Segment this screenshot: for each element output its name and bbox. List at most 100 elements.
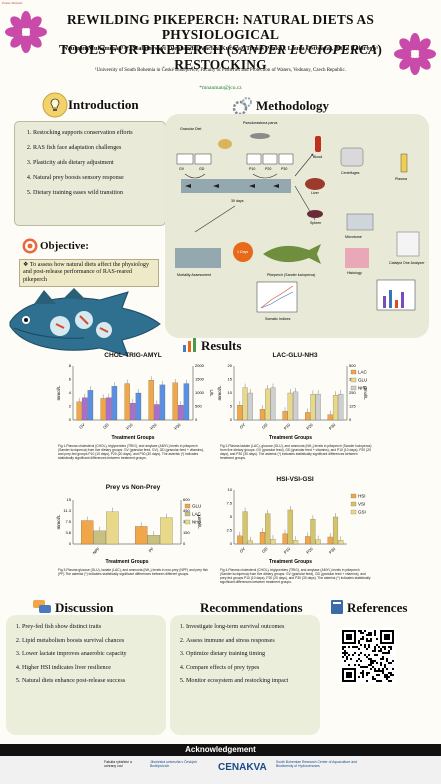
discussion-item: Prey-fed fish show distinct traits: [22, 621, 166, 635]
intro-item: RAS fish face adaptation challenges: [33, 141, 165, 156]
bar: [247, 392, 253, 421]
label-group-gv: GV: [179, 167, 185, 171]
label-group-p30: P30: [281, 167, 287, 171]
y-axis-label: mmol/L: [56, 514, 61, 529]
affiliation: ¹University of South Bohemia in České Bu…: [94, 68, 346, 73]
y-tick-label: 20: [228, 363, 233, 368]
x-tick-label: P30: [173, 422, 182, 431]
discussion-item: Lipid metabolism boosts survival chances: [22, 635, 166, 649]
x-tick-label: P10: [283, 422, 292, 431]
legend-label: HSI: [358, 494, 366, 499]
y-tick-label: 5: [230, 404, 233, 409]
bar: [310, 394, 316, 421]
bar: [293, 391, 299, 421]
chart-4-caption: Fig 4-Plasma cholesterol (CHOL), triglyc…: [220, 568, 371, 585]
discussion-item: Natural diets enhance post-release succe…: [22, 675, 166, 689]
y2-tick-label: 1500: [195, 377, 205, 382]
legend-label: LAC: [192, 512, 202, 517]
label-somatic: Somatic Indices: [265, 317, 291, 321]
x-tick-label: P10: [125, 422, 134, 431]
bar: [237, 405, 243, 421]
bullet-icon: ❖: [23, 262, 29, 268]
qr-code-icon[interactable]: [340, 628, 396, 684]
bar: [315, 393, 321, 421]
legend-swatch: [184, 503, 191, 509]
bar: [111, 386, 118, 421]
bar: [134, 526, 148, 545]
results-chart-icon: [183, 338, 196, 352]
bar: [259, 532, 265, 545]
y-tick-label: 11.3: [64, 508, 72, 513]
logo-research-center: South Bohemian Research Center of Aquacu…: [276, 760, 357, 768]
bar: [305, 536, 311, 545]
chart-1-title: CHOL-TRIG-AMYL: [104, 352, 162, 359]
email-link[interactable]: *mnauman@jcu.cz: [199, 85, 242, 91]
bar: [130, 403, 136, 421]
label-blood: Blood: [313, 155, 322, 159]
tanks-group: [176, 133, 294, 193]
legend-swatch: [350, 385, 357, 391]
recommendation-item: Investigate long-term survival outcomes: [186, 621, 320, 635]
corner-tag: Poster Abstract: [2, 1, 23, 5]
y2-tick-label: 500: [195, 404, 202, 409]
bar: [327, 414, 333, 421]
methodology-panel: Granular Diet Pseudorasbora parva GV GD …: [165, 114, 429, 338]
bar: [247, 540, 253, 545]
intro-item: Plasticity aids dietary adjustment: [33, 156, 165, 171]
y-tick-label: 0: [69, 417, 72, 422]
bar: [338, 393, 344, 421]
bar: [237, 535, 243, 545]
target-icon: [22, 238, 38, 254]
label-histology: Histology: [347, 271, 362, 275]
recommendations-panel: Investigate long-term survival outcomes …: [170, 615, 320, 735]
label-granular-diet: Granular Diet: [180, 127, 201, 131]
y-tick-label: 10: [228, 487, 233, 492]
legend-swatch: [350, 501, 357, 507]
y-tick-label: 0: [69, 541, 72, 546]
legend-swatch: [350, 493, 357, 499]
legend-label: GSI: [358, 510, 366, 515]
bar: [310, 519, 316, 545]
bar: [147, 535, 160, 545]
bar: [270, 539, 276, 545]
legend-swatch: [184, 519, 191, 525]
legend-label: GLU: [358, 378, 367, 383]
y2-tick-label: 0: [349, 417, 352, 422]
discussion-list: Prey-fed fish show distinct traits Lipid…: [6, 621, 166, 689]
objective-title: Objective:: [40, 240, 89, 252]
discussion-item: Higher HSI indicates liver resilience: [22, 662, 166, 676]
legend-swatch: [350, 509, 357, 515]
recommendation-item: Compare effects of prey types: [186, 662, 320, 676]
bar: [327, 536, 333, 545]
y-tick-label: 0: [230, 541, 233, 546]
chat-bubbles-icon: [33, 600, 51, 613]
bar: [282, 533, 288, 545]
bar: [178, 405, 184, 421]
bar: [81, 520, 94, 545]
bar: [270, 387, 276, 421]
chart-2: 05101520mmol/L0125250375500µmol/LGVGDP10…: [217, 363, 368, 440]
bar: [293, 540, 299, 545]
x-tick-label: GD: [261, 546, 269, 554]
bar: [259, 409, 265, 421]
bar: [265, 513, 271, 545]
references-title: References: [347, 600, 408, 615]
x-tick-label: NPF: [92, 546, 102, 556]
bar: [287, 392, 293, 421]
legend-swatch: [350, 377, 357, 383]
bar: [338, 540, 344, 545]
intro-item: Restocking supports conservation efforts: [33, 126, 165, 141]
chart-4-title: HSI-VSI-GSI: [276, 476, 314, 483]
bar: [106, 511, 119, 545]
y2-tick-label: 500: [349, 363, 356, 368]
y-tick-label: 6: [69, 377, 72, 382]
y2-tick-label: 600: [183, 497, 190, 502]
y-tick-label: 15: [67, 497, 72, 502]
x-tick-label: GV: [238, 422, 246, 430]
legend-label: GLU: [192, 504, 201, 509]
chart-1-caption: Fig 1-Plasma cholesterol (CHOL), triglyc…: [58, 444, 204, 461]
chart-2-caption: Fig 2-Plasma lactate (LAC), glucose (GLU…: [220, 444, 372, 461]
authors: Nauman Muhammad¹·*, Malinovskyi Oleksand…: [62, 45, 379, 52]
label-centrifuges: Centrifuges: [341, 171, 360, 175]
intro-item: Natural prey boosts sensory response: [33, 171, 165, 186]
